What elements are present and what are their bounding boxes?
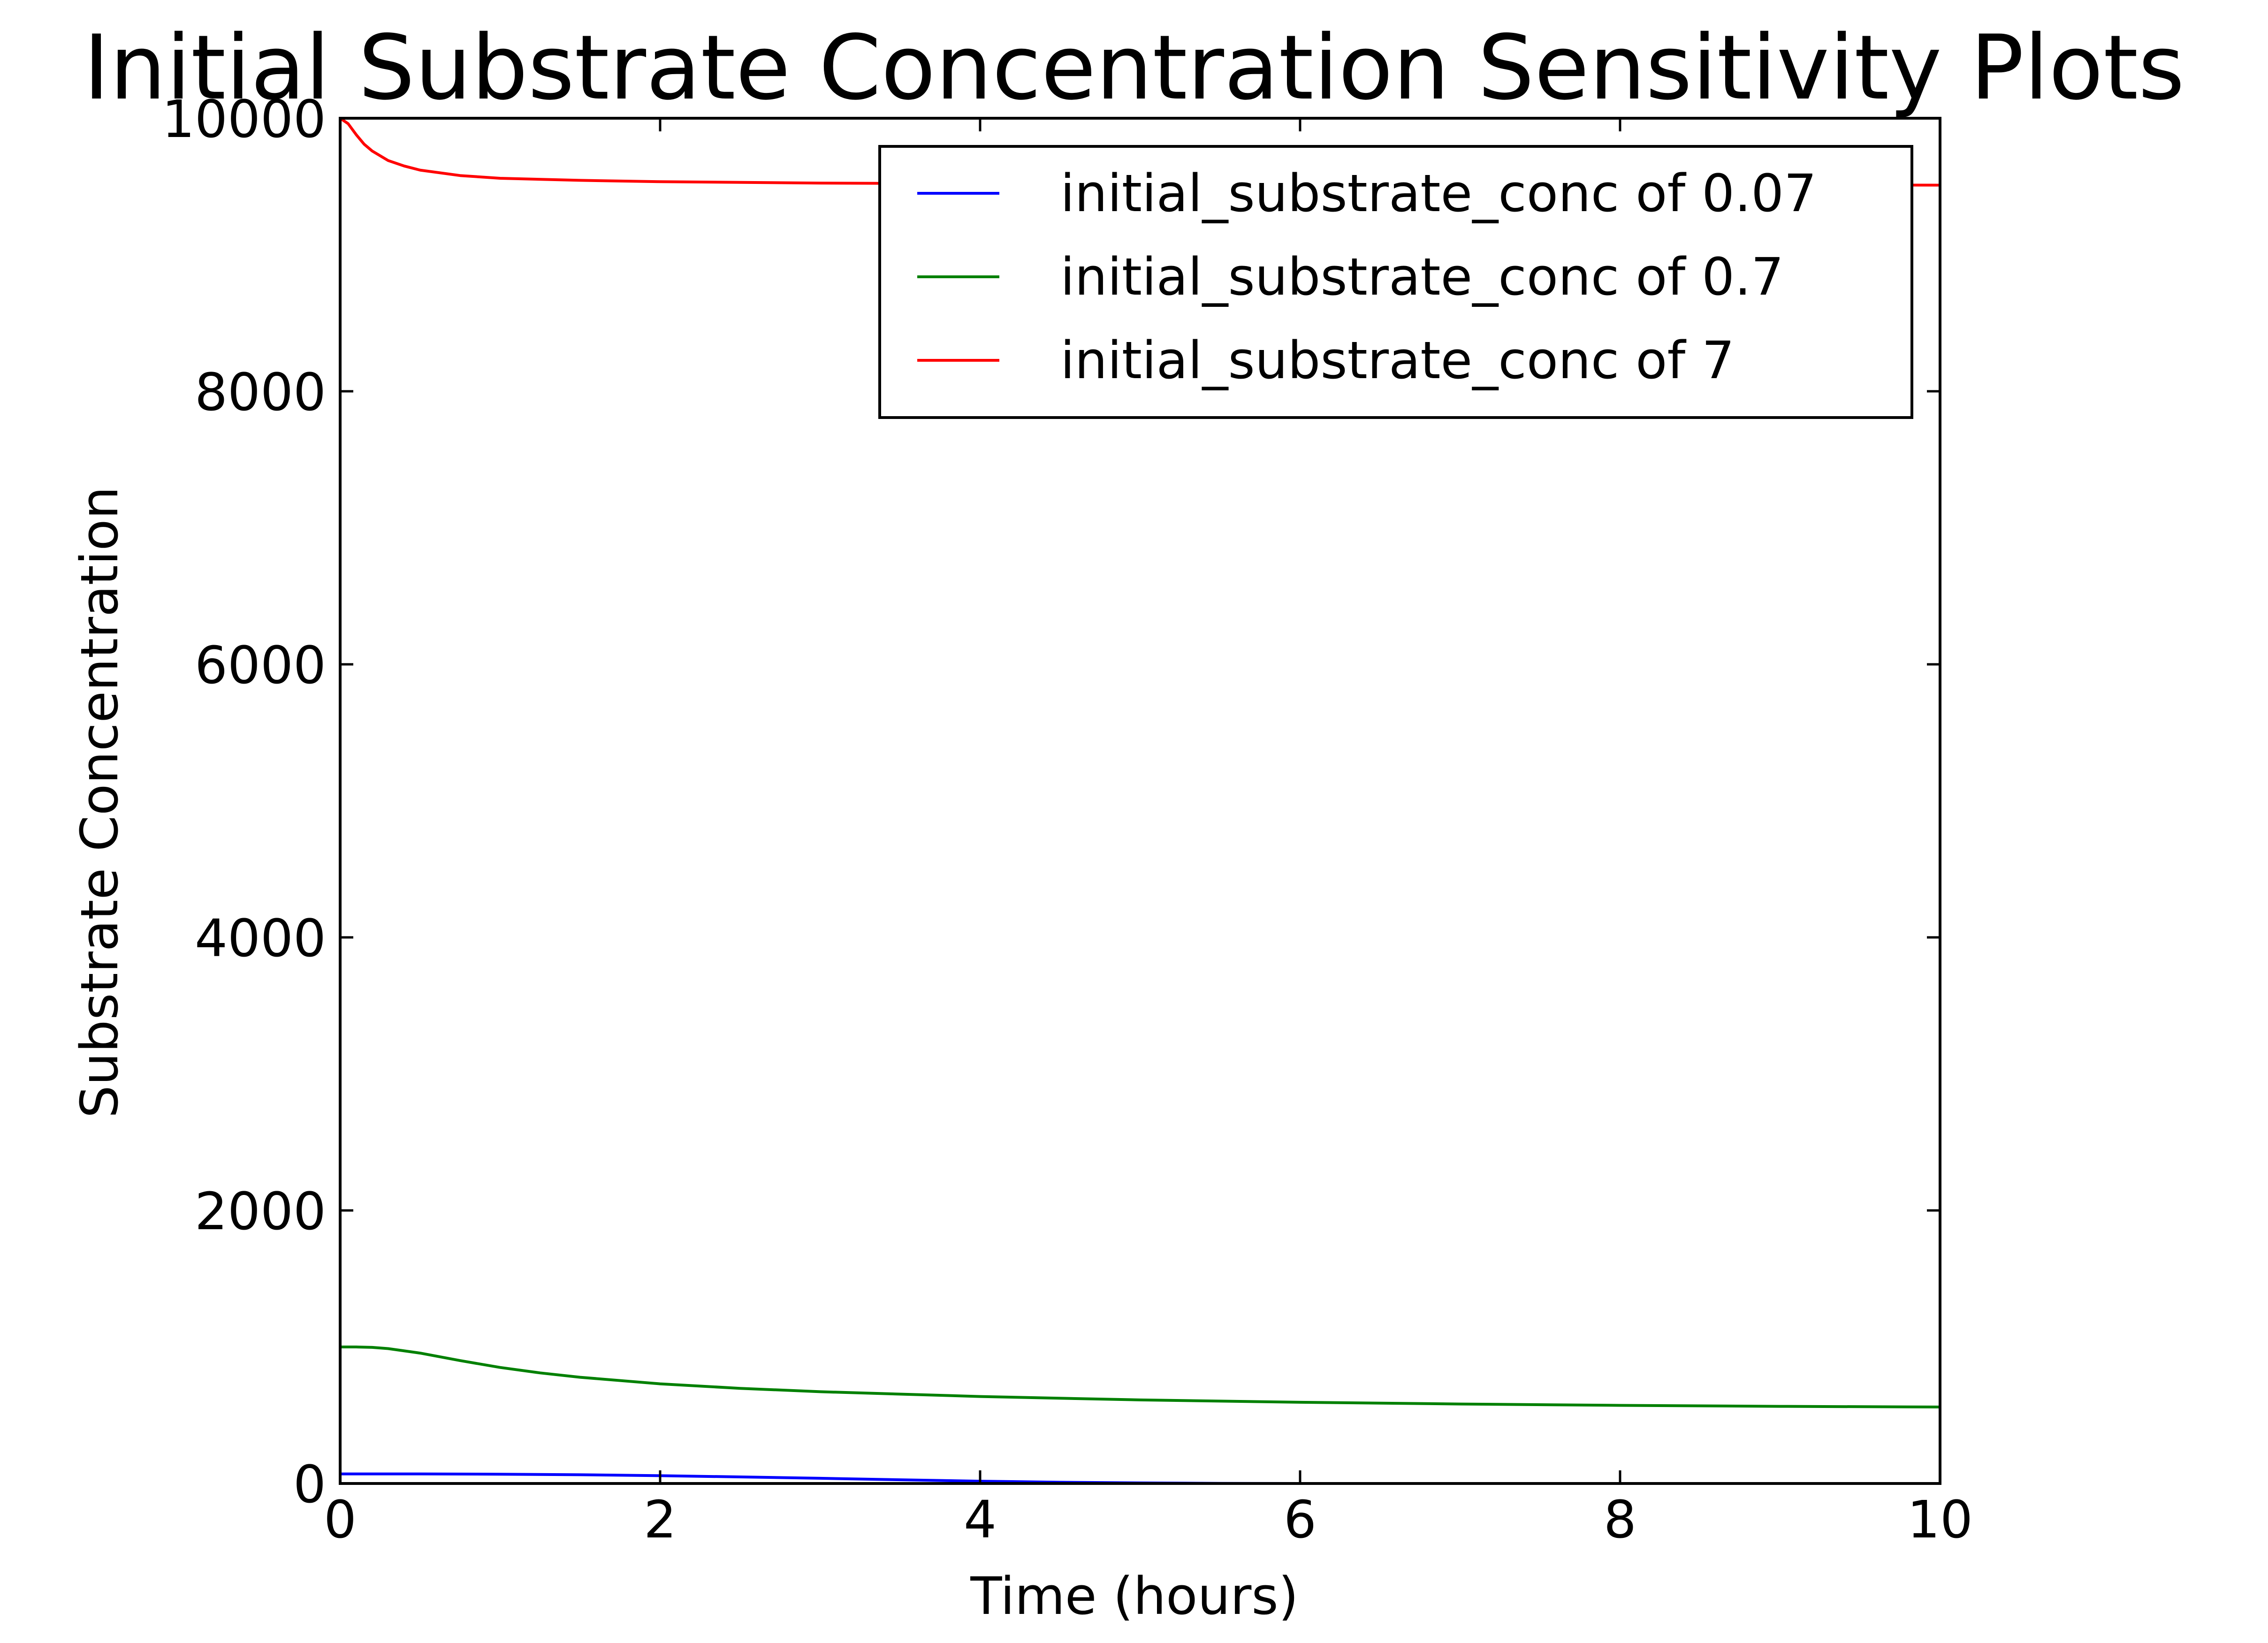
plot-frame (339, 117, 1941, 1485)
x-tick-label: 6 (1284, 1490, 1317, 1550)
y-axis: 0 2000 4000 6000 8000 10000 (162, 89, 1940, 1514)
y-tick-label: 10000 (162, 89, 326, 149)
legend-label-1: initial_substrate_conc of 0.7 (1060, 247, 1784, 307)
y-tick-label: 4000 (195, 908, 326, 968)
y-tick-label: 0 (293, 1454, 326, 1514)
x-tick-label: 10 (1907, 1490, 1973, 1550)
x-axis-label: Time (hours) (970, 1566, 1298, 1626)
y-axis-label: Substrate Concentration (69, 487, 129, 1118)
legend: initial_substrate_conc of 0.07 initial_su… (878, 145, 1913, 419)
legend-label-0: initial_substrate_conc of 0.07 (1060, 163, 1817, 223)
x-tick-label: 0 (324, 1490, 357, 1550)
legend-label-2: initial_substrate_conc of 7 (1060, 330, 1735, 390)
y-tick-label: 2000 (195, 1181, 326, 1241)
x-axis: 0 2 4 6 8 10 (324, 118, 1973, 1550)
y-tick-label: 6000 (195, 635, 326, 695)
series-line-1 (340, 1346, 1941, 1408)
x-tick-label: 8 (1604, 1490, 1636, 1550)
chart-title: Initial Substrate Concentration Sensitiv… (84, 16, 2185, 120)
x-tick-label: 4 (964, 1490, 997, 1550)
x-tick-label: 2 (644, 1490, 677, 1550)
legend-box (878, 145, 1913, 419)
y-tick-label: 8000 (195, 362, 326, 422)
